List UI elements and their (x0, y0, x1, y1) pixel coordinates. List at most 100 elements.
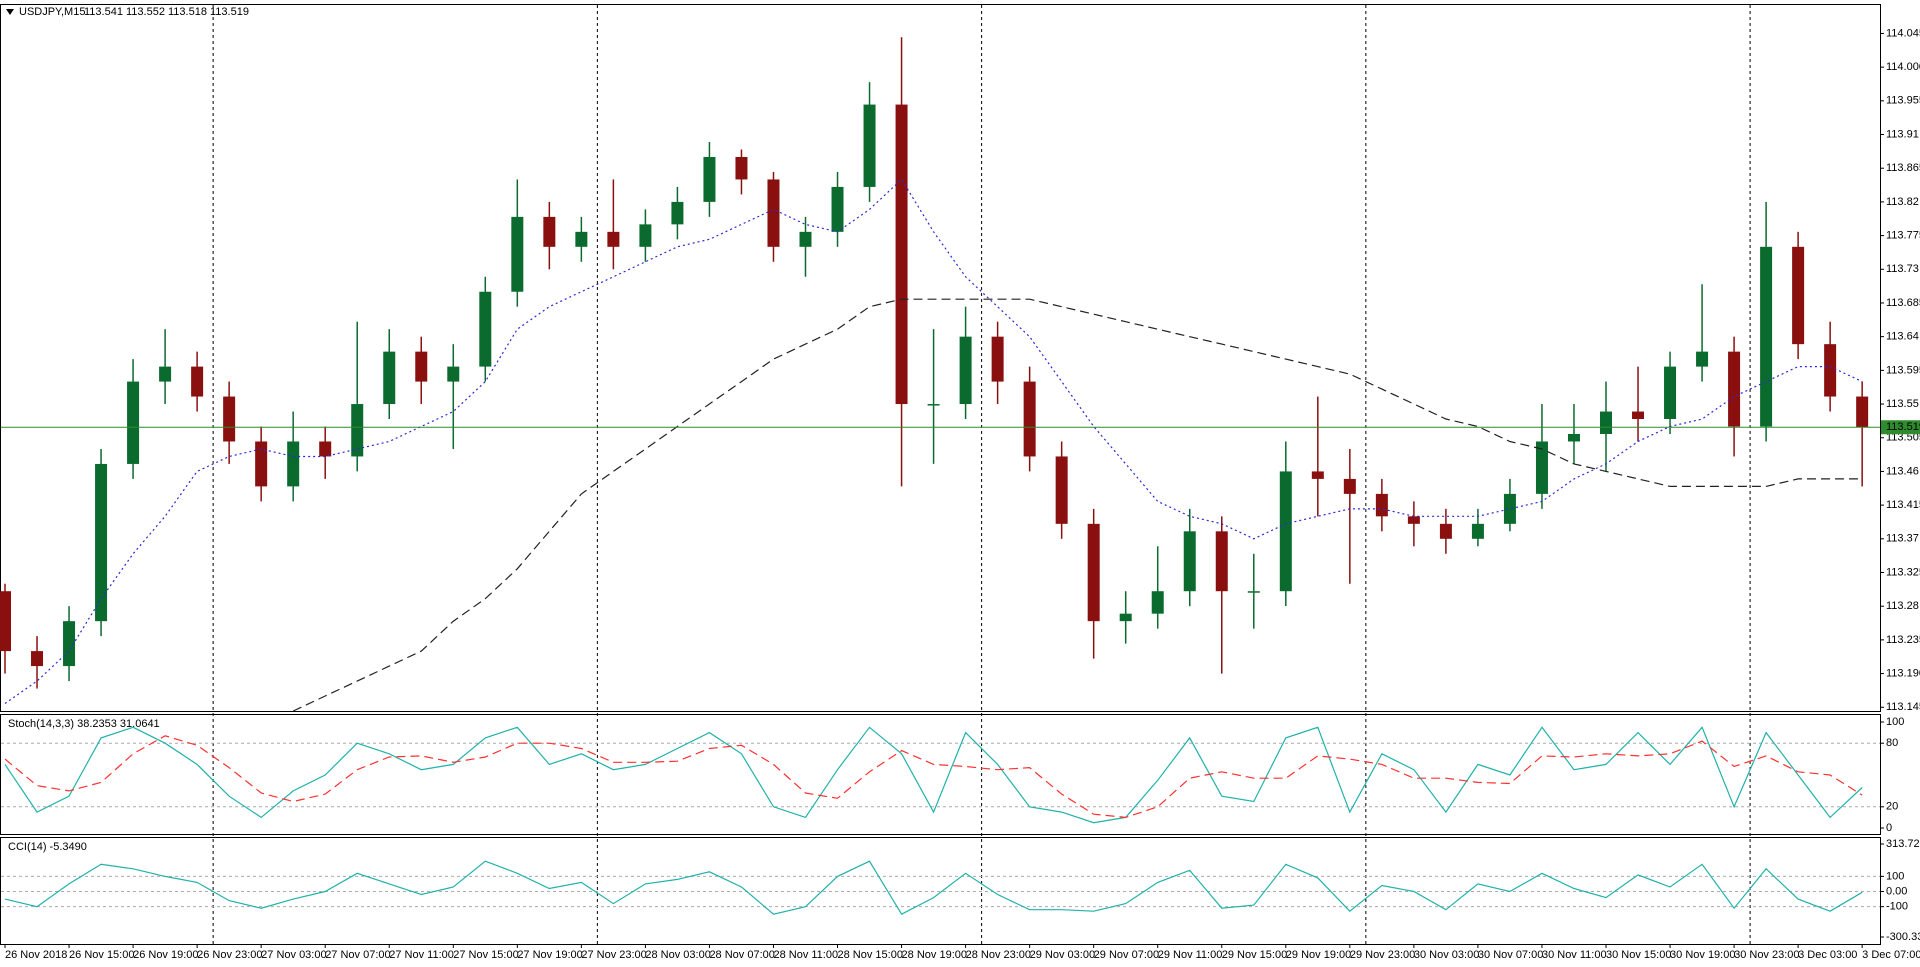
candle-body (1728, 351, 1741, 427)
y-tick-label: 113.73 (1886, 263, 1919, 275)
x-tick-label: 29 Nov 11:00 (1158, 949, 1223, 961)
x-tick-label: 29 Nov 07:00 (1094, 949, 1159, 961)
candle-body (31, 651, 44, 667)
candle-body (703, 156, 716, 202)
candle-body (863, 104, 876, 187)
y-tick-label: 113.595 (1886, 364, 1920, 376)
y-tick-label: 113.865 (1886, 162, 1920, 174)
y-tick-label: 113.28 (1886, 600, 1919, 612)
candle-body (1535, 441, 1548, 494)
x-tick-label: 28 Nov 03:00 (645, 949, 710, 961)
candle-body (1856, 396, 1869, 428)
candle-body (1215, 531, 1228, 592)
candle-body (1023, 381, 1036, 457)
candle-body (1183, 531, 1196, 592)
candle-body (1407, 516, 1420, 524)
candle-body (1471, 523, 1484, 539)
candle-body (1600, 411, 1612, 434)
y-tick-label: 113.145 (1886, 701, 1920, 713)
candle-body (255, 441, 268, 487)
x-tick-label: 3 Dec 03:00 (1798, 949, 1857, 961)
x-tick-label: 30 Nov 19:00 (1670, 949, 1735, 961)
indicator-line (4, 735, 1863, 819)
candle-body (927, 404, 940, 406)
y-tick-label: 113.37 (1886, 533, 1919, 545)
y-tick-label: -300.332 (1886, 931, 1920, 943)
x-tick-label: 3 Dec 07:00 (1862, 949, 1920, 961)
x-tick-label: 28 Nov 11:00 (773, 949, 838, 961)
symbol-title: USDJPY,M15 (19, 6, 85, 18)
y-tick-label: 113.190 (1886, 667, 1920, 679)
candle-body (1696, 351, 1709, 367)
x-tick-label: 28 Nov 07:00 (709, 949, 774, 961)
ohlc-text: 113.541 113.552 113.518 113.519 (84, 6, 249, 18)
candle-body (831, 186, 844, 232)
y-tick-label: 113.82 (1886, 196, 1919, 208)
collapse-arrow[interactable] (6, 9, 14, 15)
x-tick-label: 28 Nov 19:00 (902, 949, 967, 961)
candle-body (191, 366, 204, 397)
x-tick-label: 27 Nov 19:00 (517, 949, 582, 961)
candle-body (319, 441, 332, 457)
candle-body (447, 366, 460, 382)
candle-body (1664, 366, 1677, 420)
candle-body (991, 336, 1004, 382)
x-tick-label: 27 Nov 15:00 (453, 949, 518, 961)
candle-body (639, 224, 652, 247)
candle-body (607, 231, 620, 247)
candle-body (1632, 411, 1645, 420)
y-tick-label: 0.00 (1886, 885, 1907, 897)
candle-body (1503, 493, 1516, 524)
candle-body (1824, 344, 1837, 397)
candle-body (1087, 523, 1100, 622)
moving-average (4, 178, 1863, 704)
candle-body (511, 216, 524, 292)
candle-body (1279, 471, 1292, 592)
candle-body (415, 351, 428, 382)
y-tick-label: 113.415 (1886, 499, 1920, 511)
candle-body (671, 201, 684, 225)
candle-body (1792, 246, 1805, 345)
y-tick-label: 313.7252 (1886, 838, 1920, 850)
candle-body (1055, 456, 1068, 524)
indicator-line (4, 860, 1863, 915)
candle-body (959, 336, 972, 405)
stoch-panel (0, 714, 1881, 835)
x-tick-label: 28 Nov 15:00 (838, 949, 903, 961)
y-tick-label: 0 (1886, 822, 1892, 834)
candle-body (1439, 523, 1452, 539)
cci-panel (0, 837, 1881, 945)
x-tick-label: 27 Nov 11:00 (389, 949, 454, 961)
candle-body (1375, 493, 1388, 517)
y-tick-label: 100 (1886, 716, 1904, 728)
y-tick-label: 113.775 (1886, 229, 1920, 241)
candle-body (1247, 591, 1260, 593)
candle-body (1567, 433, 1580, 442)
y-tick-label: 100 (1886, 870, 1904, 882)
candle-body (127, 381, 140, 464)
x-tick-label: 30 Nov 23:00 (1734, 949, 1799, 961)
candle-body (63, 621, 76, 667)
y-tick-label: 113.55 (1886, 398, 1919, 410)
candle-body (1311, 471, 1324, 479)
candle-body (735, 156, 748, 180)
x-tick-label: 30 Nov 07:00 (1478, 949, 1543, 961)
candle-body (575, 231, 588, 247)
x-tick-label: 26 Nov 2018 (5, 949, 67, 961)
candle-body (287, 441, 300, 487)
y-tick-label: 113.46 (1886, 465, 1919, 477)
indicator-line (4, 726, 1863, 824)
candle-body (767, 179, 780, 247)
candle-body (159, 366, 172, 382)
y-tick-label: 113.235 (1886, 634, 1920, 646)
stoch-title: Stoch(14,3,3) 38.2353 31.0641 (8, 718, 160, 730)
x-tick-label: 27 Nov 03:00 (261, 949, 326, 961)
y-tick-label: -100 (1886, 901, 1908, 913)
y-tick-label: 80 (1886, 737, 1898, 749)
x-tick-label: 26 Nov 15:00 (69, 949, 134, 961)
candle-body (895, 104, 908, 405)
main-panel (0, 4, 1881, 712)
y-tick-label: 113.64 (1886, 331, 1919, 343)
y-tick-label: 113.685 (1886, 297, 1920, 309)
